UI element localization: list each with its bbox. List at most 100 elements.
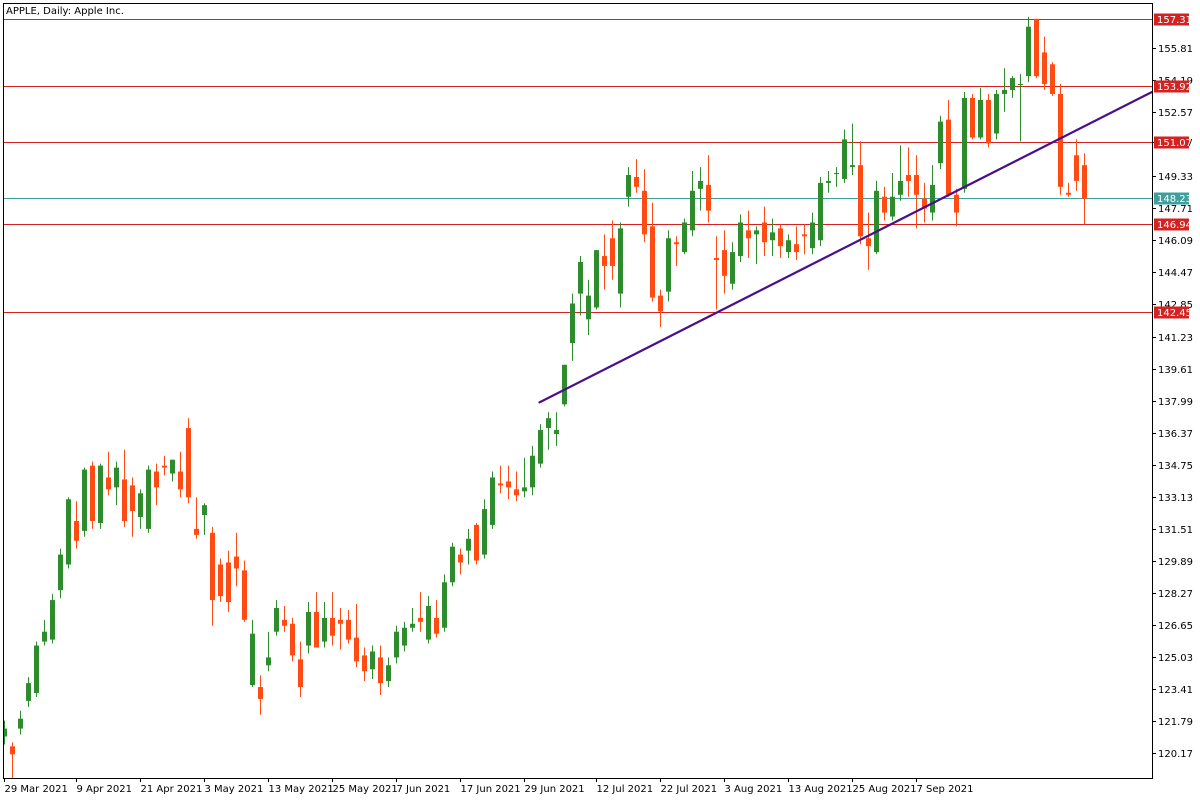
y-tick-label: 146.09	[1158, 236, 1193, 247]
candle	[3, 720, 7, 745]
candle-body	[1058, 93, 1063, 187]
x-tick-label: 25 May 2021	[333, 784, 398, 795]
candle-body	[82, 469, 87, 531]
candle-body	[386, 665, 391, 682]
candle-body	[626, 175, 631, 197]
level-tag-bg	[1154, 13, 1189, 26]
level-tag: 146.94	[1154, 218, 1192, 231]
candle-body	[410, 623, 415, 628]
candle-body	[378, 657, 383, 684]
candle	[314, 592, 319, 648]
candle	[794, 226, 799, 261]
level-tag-bg	[1154, 136, 1189, 149]
y-tick-label: 136.37	[1158, 429, 1193, 440]
candle-body	[42, 631, 47, 642]
x-tick-label: 7 Jun 2021	[397, 784, 451, 795]
candle	[610, 220, 615, 280]
candle-body	[178, 471, 183, 490]
candle-body	[490, 477, 495, 525]
candle	[194, 497, 199, 539]
candle	[82, 467, 87, 537]
candle	[482, 499, 487, 559]
candle	[282, 605, 287, 632]
candle-body	[818, 182, 823, 241]
candle	[298, 641, 303, 697]
candle	[202, 503, 207, 535]
candle	[778, 224, 783, 259]
candle	[266, 631, 271, 672]
candle-body	[674, 242, 679, 245]
x-tick-label: 29 Mar 2021	[5, 784, 68, 795]
y-tick-label: 125.03	[1158, 653, 1193, 664]
candle-body	[1018, 84, 1023, 86]
candle-body	[138, 493, 143, 518]
plot-border	[3, 3, 1153, 779]
candle-body	[834, 173, 839, 175]
level-tag-bg	[1154, 80, 1189, 93]
candle-body	[978, 99, 983, 138]
candle	[762, 206, 767, 257]
candle-body	[322, 617, 327, 642]
candle-body	[18, 718, 23, 729]
candle-body	[66, 499, 71, 565]
candle	[738, 214, 743, 262]
candle-body	[130, 485, 135, 512]
candle-body	[26, 683, 31, 701]
x-tick-label: 22 Jul 2021	[661, 784, 718, 795]
candle	[626, 167, 631, 207]
candle	[250, 619, 255, 688]
candle	[162, 455, 167, 476]
candle-body	[650, 226, 655, 298]
candle-body	[330, 617, 335, 636]
candle	[890, 173, 895, 221]
candle	[850, 123, 855, 176]
candle	[746, 210, 751, 259]
candle-body	[866, 238, 871, 247]
candle	[490, 471, 495, 529]
candle	[394, 625, 399, 664]
candle	[258, 675, 263, 715]
y-tick-label: 142.85	[1158, 300, 1193, 311]
candle	[586, 279, 591, 336]
candle-body	[770, 232, 775, 241]
candle	[714, 236, 719, 310]
candle-body	[810, 222, 815, 249]
candle	[970, 93, 975, 140]
candle-body	[714, 258, 719, 261]
x-tick-label: 29 Jun 2021	[525, 784, 585, 795]
candle	[730, 242, 735, 290]
candle	[10, 742, 15, 778]
candle	[178, 451, 183, 498]
candle	[618, 222, 623, 308]
candle-body	[402, 627, 407, 646]
candle	[1018, 74, 1023, 142]
candle-body	[122, 479, 127, 521]
candle	[450, 542, 455, 587]
candle	[418, 592, 423, 632]
candle	[642, 169, 647, 243]
current-price-tag-bg	[1154, 192, 1189, 205]
candle-body	[434, 617, 439, 634]
candle	[170, 459, 175, 482]
candle-body	[114, 467, 119, 488]
candle-body	[1026, 26, 1031, 77]
candle	[882, 186, 887, 221]
candle-body	[546, 418, 551, 429]
y-tick-label: 129.89	[1158, 557, 1193, 568]
candle	[210, 526, 215, 626]
candle	[914, 155, 919, 229]
candle-body	[970, 97, 975, 138]
candle-body	[562, 364, 567, 405]
candle	[1042, 36, 1047, 90]
candle-body	[794, 244, 799, 253]
y-tick-label: 133.13	[1158, 493, 1193, 504]
candle-body	[698, 180, 703, 189]
candle-body	[930, 184, 935, 213]
level-tag: 157.31	[1154, 13, 1192, 26]
candle-body	[98, 465, 103, 523]
candle-body	[210, 532, 215, 601]
level-tag-bg	[1154, 306, 1189, 319]
level-lines	[3, 19, 1152, 313]
candle	[698, 167, 703, 211]
